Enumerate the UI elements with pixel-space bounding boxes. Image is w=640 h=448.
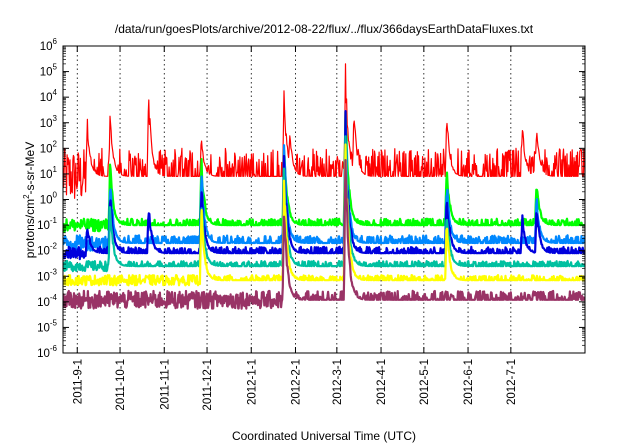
x-tick-label: 2012-7-1 <box>506 359 518 405</box>
x-tick-label: 2012-6-1 <box>463 359 475 405</box>
y-tick-label: 104 <box>40 88 58 104</box>
series-line <box>63 143 585 287</box>
series-line <box>63 109 585 261</box>
y-tick-label: 10-2 <box>37 242 57 258</box>
y-axis-label: protons/cm2-s-sr-MeV <box>22 142 37 258</box>
series-line <box>63 125 585 252</box>
series-line <box>63 159 585 310</box>
x-tick-label: 2012-4-1 <box>376 359 388 405</box>
y-tick-label: 10-4 <box>37 293 57 309</box>
y-tick-label: 10-3 <box>37 267 57 283</box>
series-group <box>63 63 585 310</box>
y-axis: 10-6 10-5 10-4 10-3 10-2 10-1 100 101 102 103 104 1… <box>37 37 585 360</box>
y-tick-label: 106 <box>40 37 58 53</box>
plot-frame <box>62 45 586 354</box>
y-tick-label: 10-6 <box>37 344 57 360</box>
series-line <box>63 63 585 199</box>
x-tick-label: 2011-12-1 <box>202 359 214 411</box>
y-tick-label: 105 <box>40 63 58 79</box>
y-axis-label-superscript: 2 <box>22 194 31 199</box>
y-axis-label-main: protons/cm <box>23 199 37 258</box>
x-tick-label: 2011-10-1 <box>115 359 127 411</box>
y-tick-label: 102 <box>40 139 58 155</box>
x-tick-label: 2012-2-1 <box>290 359 302 405</box>
y-tick-label: 103 <box>40 114 58 130</box>
y-tick-label: 10-1 <box>37 216 57 232</box>
x-tick-label: 2012-5-1 <box>419 359 431 405</box>
x-tick-label: 2011-9-1 <box>72 359 84 404</box>
y-tick-label: 101 <box>40 165 58 181</box>
chart-title: /data/run/goesPlots/archive/2012-08-22/f… <box>115 22 534 36</box>
y-axis-label-tail: -s-sr-MeV <box>23 142 37 195</box>
y-tick-label: 10-5 <box>37 318 57 334</box>
x-axis-label: Coordinated Universal Time (UTC) <box>232 429 416 443</box>
series-line <box>63 135 585 273</box>
x-tick-label: 2012-3-1 <box>332 359 344 405</box>
x-axis: 2011-9-1 2011-10-1 2011-11-1 2011-12-1 2012-… <box>72 46 518 411</box>
x-tick-label: 2012-1-1 <box>246 359 258 405</box>
y-tick-label: 100 <box>40 191 58 207</box>
chart-grid <box>76 46 512 353</box>
x-tick-label: 2011-11-1 <box>159 359 171 410</box>
